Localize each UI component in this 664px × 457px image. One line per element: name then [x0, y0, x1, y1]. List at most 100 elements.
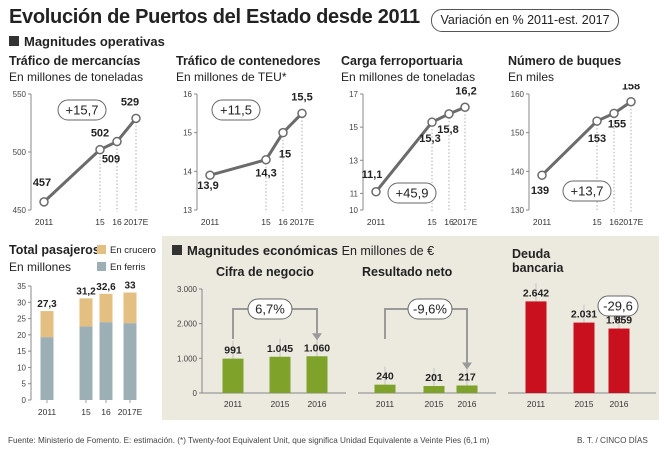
y-tick-label: 17 [349, 90, 358, 99]
y-tick-label: 0 [22, 396, 27, 405]
change-connector [232, 308, 248, 339]
x-tick-label: 2015 [271, 399, 290, 409]
value-label: 240 [376, 371, 394, 383]
x-tick-label: 15 [592, 217, 602, 227]
total-label: 31,2 [76, 286, 96, 297]
debt-chart: 2.642 2011 2.031 2015 1.859 2016 -29,6% [508, 283, 656, 409]
x-tick-label: 2017E [619, 217, 644, 227]
x-tick-label: 16 [101, 407, 111, 417]
containers-title: Tráfico de contenedores [176, 54, 321, 68]
page-title: Evolución de Puertos del Estado desde 20… [9, 6, 420, 28]
change-connector [452, 308, 468, 363]
value-label: 502 [91, 128, 109, 140]
x-tick-label: 2015 [575, 399, 594, 409]
y-tick-label: 5 [22, 380, 27, 389]
operational-heading: Magnitudes operativas [9, 34, 165, 49]
data-point [261, 154, 271, 165]
value-label: 1.060 [304, 342, 330, 354]
ships-unit: En miles [508, 70, 555, 84]
y-tick-label: 550 [13, 90, 27, 99]
change-arrow-icon [462, 362, 472, 370]
change-label: -9,6% [413, 302, 447, 317]
value-label: 139 [531, 185, 549, 197]
bar [222, 358, 244, 393]
y-tick-label: 13 [183, 206, 192, 215]
ferry-swatch-icon [97, 262, 106, 271]
y-tick-label: 35 [17, 282, 26, 291]
x-tick-label: 2011 [38, 407, 57, 417]
x-tick-label: 16 [112, 217, 122, 227]
data-point [427, 117, 437, 127]
ferry-bar [79, 326, 93, 400]
legend-ferry: En ferris [97, 262, 145, 273]
value-label: 509 [102, 154, 120, 166]
passengers-unit: En millones [9, 260, 72, 274]
y-tick-label: 15 [183, 129, 192, 138]
total-label: 32,6 [96, 282, 116, 293]
data-point [444, 109, 454, 119]
data-point [626, 96, 636, 107]
data-point [131, 113, 141, 124]
debt-title-line1: Deuda [512, 247, 551, 261]
series-line [540, 100, 632, 177]
value-label: 13,9 [197, 180, 218, 192]
bar [573, 322, 595, 393]
rail-title: Carga ferroportuaria [341, 54, 463, 68]
change-label: +13,7 [571, 184, 604, 199]
y-tick-label: 30 [17, 298, 26, 307]
y-tick-label: 10 [17, 363, 26, 372]
y-tick-label: 11 [350, 189, 359, 198]
rail-unit: En millones de toneladas [341, 70, 476, 84]
value-label: 15,5 [291, 91, 312, 103]
value-label: 1.859 [606, 315, 632, 327]
series-line [42, 117, 138, 203]
economic-heading-text: Magnitudes económicas [187, 243, 338, 258]
legend-ferry-label: En ferris [110, 262, 146, 273]
change-pill [387, 182, 437, 204]
data-point [537, 170, 547, 180]
value-label: 153 [588, 133, 606, 145]
source-footer: Fuente: Ministerio de Fomento. E: estima… [8, 436, 490, 445]
y-tick-label: 1.000 [177, 354, 198, 363]
change-pill [247, 298, 293, 320]
x-tick-label: 2016 [458, 399, 477, 409]
data-point [112, 136, 122, 147]
operational-heading-text: Magnitudes operativas [24, 34, 165, 49]
change-unit: % [614, 315, 623, 326]
passengers-chart: 0 5 10 15 20 25 30 35 27,3 2011 31,2 15 32,6 16 33 2017… [17, 281, 143, 417]
value-label: 457 [33, 177, 51, 189]
change-pill [211, 99, 261, 121]
bar [306, 356, 328, 393]
x-tick-label: 15 [427, 217, 437, 227]
merchandise-title: Tráfico de mercancías [9, 54, 141, 68]
x-tick-label: 2011 [367, 217, 386, 227]
series-line [209, 112, 304, 177]
x-tick-label: 2017E [290, 217, 315, 227]
value-label: 15,3 [419, 133, 440, 145]
cruise-bar [99, 293, 113, 323]
data-point [39, 197, 49, 207]
bar [269, 356, 291, 393]
y-tick-label: 16 [183, 90, 192, 99]
value-label: 14,3 [255, 168, 276, 180]
ferry-bar [40, 337, 54, 400]
net-result-title: Resultado neto [362, 265, 453, 279]
x-tick-label: 2011 [224, 399, 243, 409]
revenue-chart: 0 1.000 2.000 3.000 991 2011 1.045 2015 1.060 201… [177, 285, 346, 409]
x-tick-label: 2017E [124, 217, 149, 227]
x-tick-label: 2017E [453, 217, 478, 227]
square-bullet-icon [9, 36, 19, 46]
net-result-chart: 240 2011 201 2015 217 2016 -9,6% [358, 298, 496, 409]
value-label: 529 [121, 96, 139, 108]
change-connector [384, 308, 408, 339]
value-label: 15 [279, 149, 291, 161]
x-tick-label: 16 [609, 217, 619, 227]
series-line [374, 105, 466, 193]
debt-title: Deuda bancaria [512, 247, 563, 275]
change-pill [597, 295, 639, 317]
x-tick-label: 2011 [201, 217, 220, 227]
change-label: +11,5 [220, 103, 252, 118]
ferry-bar [123, 323, 137, 400]
ships-title: Número de buques [508, 54, 622, 68]
